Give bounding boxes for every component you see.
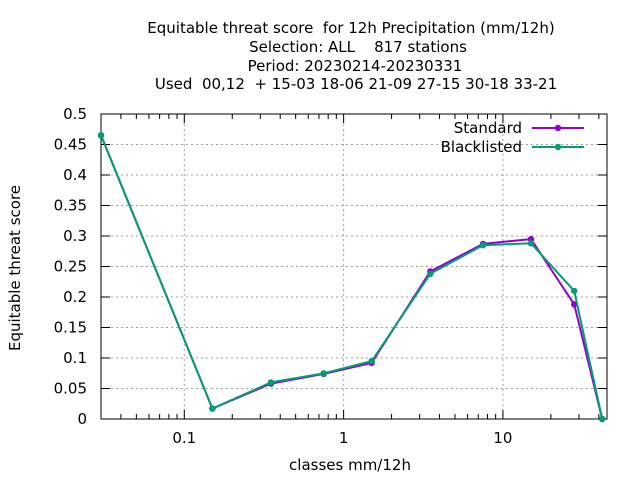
y-tick-label: 0.2 <box>63 288 87 306</box>
series-standard <box>97 132 606 423</box>
x-tick-labels: 0.1 1 10 <box>172 429 512 447</box>
y-tick-labels: 0 0.05 0.1 0.15 0.2 0.25 0.3 0.35 0.4 0.45 0.5 <box>54 105 87 428</box>
x-tick-label: 1 <box>339 429 349 447</box>
y-tick-label: 0.4 <box>63 166 87 184</box>
data-point-blacklisted <box>267 379 275 386</box>
plot-frame <box>100 113 608 420</box>
data-point-blacklisted <box>571 287 578 295</box>
y-tick-label: 0.3 <box>63 227 87 245</box>
data-point-blacklisted <box>97 132 105 139</box>
series-layer <box>97 132 606 423</box>
y-tick-label: 0.35 <box>54 197 87 215</box>
y-tick-label: 0.1 <box>63 349 87 367</box>
y-tick-label: 0.25 <box>54 258 87 276</box>
legend-label-standard: Standard <box>454 119 522 137</box>
title-line-3: Period: 20230214-20230331 <box>248 57 463 75</box>
series-line-standard <box>100 134 604 420</box>
x-tick-label: 10 <box>493 429 512 447</box>
x-axis-title: classes mm/12h <box>289 456 411 474</box>
data-point-blacklisted <box>479 242 487 249</box>
legend-label-blacklisted: Blacklisted <box>441 138 522 156</box>
y-tick-label: 0.5 <box>63 105 87 123</box>
title-line-2: Selection: ALL 817 stations <box>249 38 467 56</box>
y-tick-label: 0.05 <box>54 380 87 398</box>
title-line-4: Used 00,12 + 15-03 18-06 21-09 27-15 30-… <box>155 75 557 93</box>
y-tick-label: 0 <box>77 410 87 428</box>
x-tick-label: 0.1 <box>172 429 196 447</box>
data-point-blacklisted <box>368 357 375 365</box>
chart-title: Equitable threat score for 12h Precipita… <box>147 19 557 93</box>
legend-marker-blacklisted <box>554 143 562 151</box>
data-point-blacklisted <box>320 370 327 377</box>
y-axis-title: Equitable threat score <box>6 185 24 351</box>
data-point-blacklisted <box>427 270 434 277</box>
data-point-blacklisted <box>527 240 535 247</box>
series-blacklisted <box>97 132 606 423</box>
legend-samples <box>532 124 584 151</box>
data-point-blacklisted <box>209 405 216 412</box>
title-line-1: Equitable threat score for 12h Precipita… <box>147 19 554 37</box>
legend: Standard Blacklisted <box>441 119 584 156</box>
legend-marker-standard <box>554 124 562 132</box>
y-tick-label: 0.15 <box>54 319 87 337</box>
grid <box>101 114 607 419</box>
series-line-blacklisted <box>100 134 604 420</box>
data-point-blacklisted <box>599 415 606 423</box>
y-tick-label: 0.45 <box>54 136 87 154</box>
